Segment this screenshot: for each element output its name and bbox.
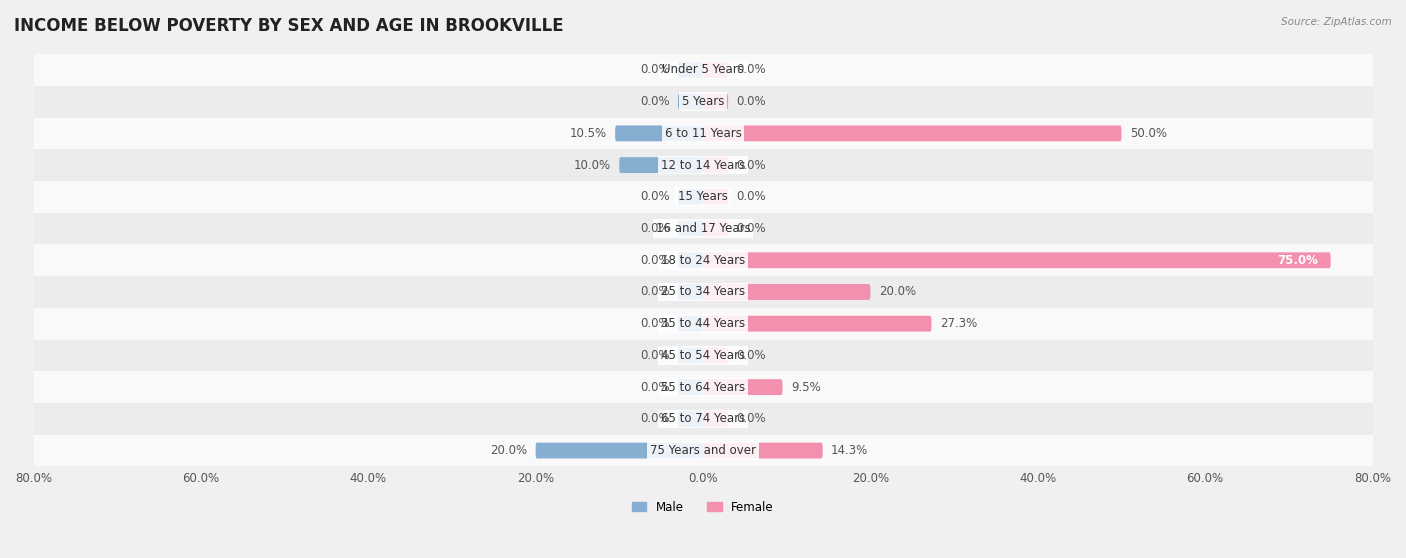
Text: 0.0%: 0.0%	[640, 64, 669, 76]
Text: 14.3%: 14.3%	[831, 444, 869, 457]
Text: 18 to 24 Years: 18 to 24 Years	[661, 254, 745, 267]
Text: 0.0%: 0.0%	[640, 254, 669, 267]
Text: 20.0%: 20.0%	[879, 286, 915, 299]
Bar	[34, 276, 1372, 308]
Bar	[34, 308, 1372, 340]
FancyBboxPatch shape	[703, 348, 728, 363]
Bar	[34, 149, 1372, 181]
FancyBboxPatch shape	[619, 157, 703, 173]
Text: 0.0%: 0.0%	[737, 95, 766, 108]
Bar	[34, 435, 1372, 466]
Text: 0.0%: 0.0%	[640, 381, 669, 393]
FancyBboxPatch shape	[703, 379, 783, 395]
FancyBboxPatch shape	[536, 442, 703, 459]
Text: 65 to 74 Years: 65 to 74 Years	[661, 412, 745, 425]
Text: 25 to 34 Years: 25 to 34 Years	[661, 286, 745, 299]
Text: 0.0%: 0.0%	[737, 349, 766, 362]
Text: 6 to 11 Years: 6 to 11 Years	[665, 127, 741, 140]
Text: 10.0%: 10.0%	[574, 158, 612, 171]
Text: 0.0%: 0.0%	[640, 412, 669, 425]
FancyBboxPatch shape	[703, 94, 728, 109]
Text: 0.0%: 0.0%	[737, 190, 766, 203]
FancyBboxPatch shape	[703, 284, 870, 300]
Bar	[34, 54, 1372, 86]
Text: Under 5 Years: Under 5 Years	[662, 64, 744, 76]
FancyBboxPatch shape	[703, 442, 823, 459]
FancyBboxPatch shape	[678, 62, 703, 78]
Bar	[34, 244, 1372, 276]
Text: 0.0%: 0.0%	[737, 412, 766, 425]
FancyBboxPatch shape	[678, 284, 703, 300]
FancyBboxPatch shape	[703, 126, 1122, 141]
Bar	[34, 181, 1372, 213]
FancyBboxPatch shape	[678, 316, 703, 331]
Text: 0.0%: 0.0%	[640, 222, 669, 235]
FancyBboxPatch shape	[703, 157, 728, 173]
Text: 0.0%: 0.0%	[640, 349, 669, 362]
Text: 5 Years: 5 Years	[682, 95, 724, 108]
FancyBboxPatch shape	[616, 126, 703, 141]
Bar	[34, 213, 1372, 244]
FancyBboxPatch shape	[703, 189, 728, 205]
Bar	[34, 371, 1372, 403]
FancyBboxPatch shape	[678, 348, 703, 363]
Text: 27.3%: 27.3%	[939, 317, 977, 330]
Text: 50.0%: 50.0%	[1130, 127, 1167, 140]
Text: 12 to 14 Years: 12 to 14 Years	[661, 158, 745, 171]
FancyBboxPatch shape	[678, 252, 703, 268]
FancyBboxPatch shape	[703, 411, 728, 427]
Text: Source: ZipAtlas.com: Source: ZipAtlas.com	[1281, 17, 1392, 27]
FancyBboxPatch shape	[678, 379, 703, 395]
Text: 0.0%: 0.0%	[737, 158, 766, 171]
Bar	[34, 340, 1372, 371]
FancyBboxPatch shape	[678, 411, 703, 427]
FancyBboxPatch shape	[703, 252, 1330, 268]
FancyBboxPatch shape	[678, 189, 703, 205]
FancyBboxPatch shape	[703, 220, 728, 237]
Text: 20.0%: 20.0%	[491, 444, 527, 457]
Text: 0.0%: 0.0%	[640, 95, 669, 108]
Text: 75 Years and over: 75 Years and over	[650, 444, 756, 457]
Text: 75.0%: 75.0%	[1277, 254, 1317, 267]
Text: 16 and 17 Years: 16 and 17 Years	[655, 222, 751, 235]
Bar	[34, 118, 1372, 149]
Text: INCOME BELOW POVERTY BY SEX AND AGE IN BROOKVILLE: INCOME BELOW POVERTY BY SEX AND AGE IN B…	[14, 17, 564, 35]
Text: 15 Years: 15 Years	[678, 190, 728, 203]
FancyBboxPatch shape	[703, 62, 728, 78]
Legend: Male, Female: Male, Female	[627, 496, 779, 518]
Bar	[34, 86, 1372, 118]
Text: 0.0%: 0.0%	[737, 64, 766, 76]
Text: 35 to 44 Years: 35 to 44 Years	[661, 317, 745, 330]
Text: 45 to 54 Years: 45 to 54 Years	[661, 349, 745, 362]
Text: 0.0%: 0.0%	[737, 222, 766, 235]
Text: 9.5%: 9.5%	[790, 381, 821, 393]
Text: 55 to 64 Years: 55 to 64 Years	[661, 381, 745, 393]
Text: 10.5%: 10.5%	[569, 127, 607, 140]
Text: 0.0%: 0.0%	[640, 286, 669, 299]
Text: 0.0%: 0.0%	[640, 190, 669, 203]
FancyBboxPatch shape	[678, 94, 703, 109]
Text: 0.0%: 0.0%	[640, 317, 669, 330]
Bar	[34, 403, 1372, 435]
FancyBboxPatch shape	[703, 316, 931, 331]
FancyBboxPatch shape	[678, 220, 703, 237]
